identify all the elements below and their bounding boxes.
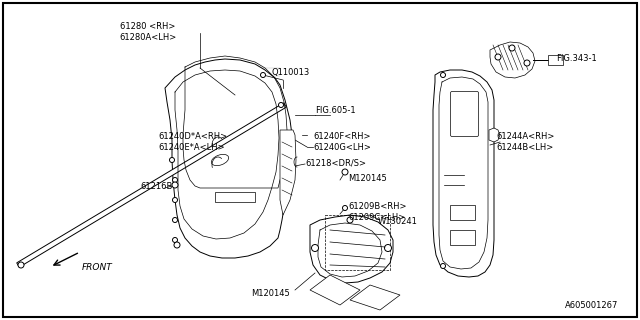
Circle shape: [173, 237, 177, 243]
Text: 61218<DR/S>: 61218<DR/S>: [305, 158, 366, 167]
Text: M120145: M120145: [251, 289, 289, 298]
Text: FIG.605-1: FIG.605-1: [315, 106, 356, 115]
Text: 61240F<RH>
61240G<LH>: 61240F<RH> 61240G<LH>: [313, 132, 371, 152]
Circle shape: [440, 263, 445, 268]
Polygon shape: [310, 215, 393, 283]
Text: 61244A<RH>
61244B<LH>: 61244A<RH> 61244B<LH>: [496, 132, 554, 152]
Polygon shape: [280, 130, 296, 215]
Circle shape: [173, 197, 177, 203]
Polygon shape: [350, 285, 400, 310]
Circle shape: [173, 218, 177, 222]
Polygon shape: [165, 59, 293, 258]
Circle shape: [347, 217, 353, 223]
Text: W130241: W130241: [378, 218, 418, 227]
Text: M120145: M120145: [348, 173, 387, 182]
Circle shape: [342, 205, 348, 211]
Circle shape: [312, 244, 319, 252]
Bar: [450, 205, 475, 220]
Polygon shape: [433, 70, 494, 277]
Circle shape: [385, 244, 392, 252]
Polygon shape: [215, 192, 255, 202]
Circle shape: [440, 73, 445, 77]
Polygon shape: [490, 42, 535, 78]
Text: 61280 <RH>
61280A<LH>: 61280 <RH> 61280A<LH>: [120, 22, 177, 42]
Text: 61240D*A<RH>
61240E*A<LH>: 61240D*A<RH> 61240E*A<LH>: [158, 132, 227, 152]
Text: 61209B<RH>
61209C<LH>: 61209B<RH> 61209C<LH>: [348, 202, 406, 222]
FancyBboxPatch shape: [451, 92, 479, 137]
Circle shape: [172, 182, 178, 188]
Circle shape: [170, 157, 175, 163]
Text: FIG.343-1: FIG.343-1: [556, 53, 596, 62]
Circle shape: [18, 262, 24, 268]
Circle shape: [524, 60, 530, 66]
Polygon shape: [489, 128, 500, 142]
Text: A605001267: A605001267: [565, 300, 618, 309]
Circle shape: [509, 45, 515, 51]
Circle shape: [260, 73, 266, 77]
Circle shape: [278, 102, 284, 108]
Circle shape: [173, 178, 177, 182]
Text: Q110013: Q110013: [272, 68, 310, 76]
Polygon shape: [310, 275, 360, 305]
Circle shape: [174, 242, 180, 248]
Circle shape: [495, 54, 501, 60]
Polygon shape: [17, 103, 286, 267]
Bar: [450, 230, 475, 245]
Bar: [548, 55, 563, 65]
Text: FRONT: FRONT: [82, 262, 113, 271]
Text: 61216B: 61216B: [140, 181, 172, 190]
Circle shape: [342, 169, 348, 175]
